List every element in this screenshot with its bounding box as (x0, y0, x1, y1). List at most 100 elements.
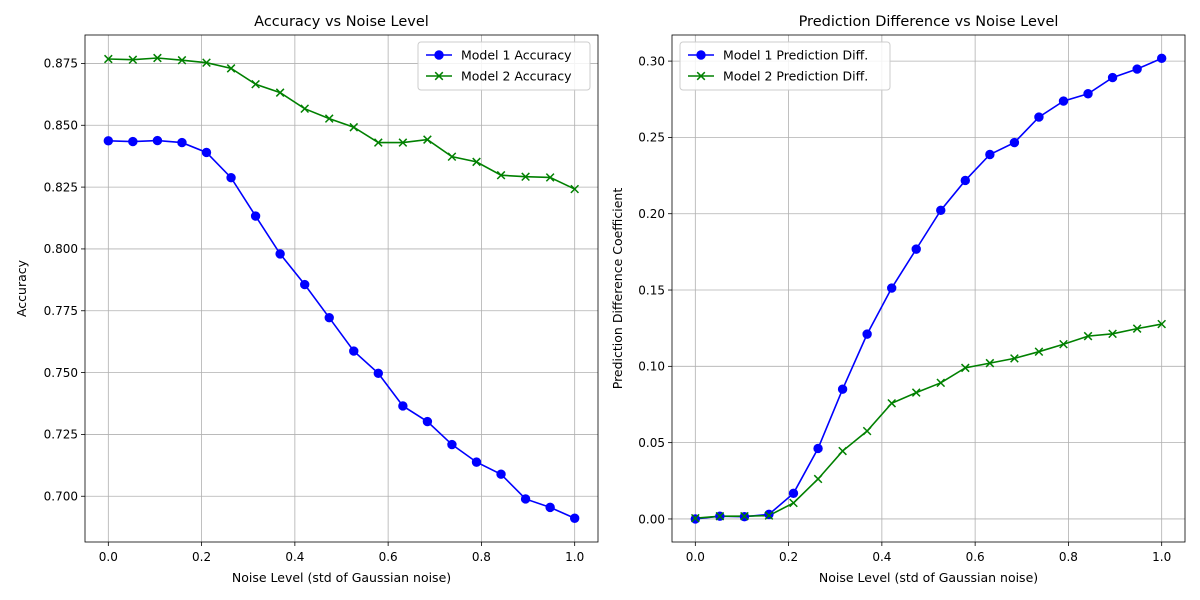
accuracy-series-2-point (373, 138, 383, 147)
accuracy-series-2-point (447, 152, 457, 162)
prediction-difference-series-2-point (1059, 339, 1068, 349)
accuracy-series-1-point (545, 502, 555, 513)
prediction-difference-series-1-point (1156, 53, 1167, 64)
accuracy-series-2-point (545, 173, 555, 182)
accuracy-x-tick-label: 0.8 (472, 550, 491, 564)
prediction-difference-series-1-point (1034, 112, 1044, 122)
prediction-difference-series-2-point (887, 398, 897, 408)
accuracy-series-2-point (398, 138, 408, 147)
prediction-difference-series-2-point (715, 511, 725, 521)
prediction-difference-series-1-point (985, 149, 995, 160)
accuracy-markers (103, 53, 580, 523)
accuracy-legend-marker-1 (434, 50, 444, 60)
prediction-difference-series-2-point (789, 498, 798, 508)
prediction-difference-series-2-point (1034, 347, 1044, 357)
prediction-difference-y-axis-label: Prediction Difference Coefficient (610, 188, 625, 390)
accuracy-series-2-line (108, 57, 576, 190)
prediction-difference-chart-title: Prediction Difference vs Noise Level (799, 14, 1059, 30)
prediction-difference-legend-marker-2 (696, 71, 706, 81)
accuracy-series-1-point (471, 457, 482, 467)
prediction-difference-x-tick-label: 1.0 (1152, 550, 1171, 564)
accuracy-series-2-point (521, 172, 530, 182)
accuracy-series-1-point (398, 401, 408, 411)
prediction-difference-series-2-point (936, 378, 946, 388)
accuracy-series-1-point (128, 136, 138, 147)
prediction-difference-x-ticks: 0.0 0.2 0.4 0.6 0.8 1.0 (686, 542, 1171, 564)
accuracy-legend-label-1: Model 1 Accuracy (461, 48, 572, 63)
accuracy-series-1-point (447, 439, 457, 450)
accuracy-series-2-point (202, 58, 211, 68)
accuracy-series-1-point (349, 346, 359, 356)
accuracy-y-tick-label: 0.750 (44, 366, 78, 380)
prediction-difference-series-2-point (960, 363, 970, 373)
accuracy-y-tick-label: 0.725 (44, 428, 78, 442)
prediction-difference-series-1-point (837, 384, 848, 394)
accuracy-series-1-point (520, 494, 531, 504)
accuracy-series-2-point (496, 170, 506, 180)
accuracy-series-2-point (349, 122, 359, 132)
prediction-difference-chart: 0.0 0.2 0.4 0.6 0.8 1.0 0.000.050.100.150.200… (610, 14, 1186, 585)
prediction-difference-series-1-point (862, 329, 872, 339)
accuracy-plot-frame (84, 34, 599, 543)
prediction-difference-x-axis-label: Noise Level (std of Gaussian noise) (819, 570, 1038, 585)
accuracy-x-ticks: 0.0 0.2 0.4 0.6 0.8 1.0 (99, 542, 584, 564)
prediction-difference-series-1-point (1107, 72, 1118, 83)
accuracy-series-2-point (226, 64, 236, 73)
accuracy-y-ticks: 0.700 0.725 0.750 0.775 0.800 0.825 0.850 0.875 (44, 57, 85, 504)
prediction-difference-series-1-point (1083, 89, 1093, 99)
prediction-difference-legend-label-2: Model 2 Prediction Diff. (723, 69, 868, 84)
accuracy-x-tick-label: 0.6 (379, 550, 398, 564)
prediction-difference-x-tick-label: 0.0 (686, 550, 705, 564)
prediction-difference-x-tick-label: 0.4 (872, 550, 891, 564)
prediction-difference-x-tick-label: 0.8 (1059, 550, 1078, 564)
accuracy-legend-marker-2 (434, 71, 444, 81)
accuracy-series-1-point (103, 136, 114, 146)
accuracy-series-2-point (300, 104, 310, 114)
accuracy-series-1-point (275, 249, 285, 259)
accuracy-series-1-point (250, 211, 261, 221)
prediction-difference-series-1-point (960, 175, 970, 186)
prediction-difference-series-2-point (1157, 319, 1167, 329)
accuracy-y-tick-label: 0.875 (44, 57, 78, 71)
prediction-difference-y-tick-label: 0.20 (638, 207, 665, 221)
accuracy-series-1-point (422, 416, 433, 427)
prediction-difference-series-1-point (1132, 64, 1142, 74)
prediction-difference-series-2-point (862, 426, 872, 436)
accuracy-series-1-point (226, 173, 236, 183)
prediction-difference-y-tick-label: 0.25 (638, 131, 665, 145)
accuracy-series-2-point (472, 157, 481, 167)
prediction-difference-y-tick-label: 0.15 (638, 283, 665, 297)
accuracy-y-tick-label: 0.850 (44, 119, 78, 133)
prediction-difference-series-2-point (911, 388, 921, 397)
prediction-difference-series-2-point (740, 511, 749, 521)
prediction-difference-series-1-point (887, 283, 897, 293)
accuracy-series-1-point (177, 137, 187, 148)
prediction-difference-series-1-point (764, 509, 774, 520)
accuracy-series-1-point (569, 513, 580, 523)
prediction-difference-series-1-point (936, 205, 946, 216)
prediction-difference-series-1-point (1009, 137, 1020, 148)
prediction-difference-y-tick-label: 0.05 (638, 436, 665, 450)
prediction-difference-legend-marker-1 (696, 50, 706, 60)
prediction-difference-series-1-point (911, 244, 921, 254)
prediction-difference-y-tick-label: 0.30 (638, 54, 665, 68)
accuracy-x-axis-label: Noise Level (std of Gaussian noise) (232, 570, 451, 585)
accuracy-x-tick-label: 0.0 (99, 550, 118, 564)
prediction-difference-y-tick-label: 0.10 (638, 360, 665, 374)
prediction-difference-series-2-point (985, 358, 995, 368)
accuracy-x-tick-label: 0.2 (192, 550, 211, 564)
accuracy-series-1-point (201, 147, 212, 158)
accuracy-series-2-point (570, 184, 580, 194)
accuracy-series-1-point (496, 469, 506, 479)
prediction-difference-x-tick-label: 0.2 (779, 550, 798, 564)
accuracy-series-1-point (152, 135, 163, 146)
accuracy-legend-label-2: Model 2 Accuracy (461, 69, 572, 84)
accuracy-x-tick-label: 0.4 (285, 550, 304, 564)
prediction-difference-series-2-point (690, 513, 700, 523)
accuracy-series-1-point (324, 312, 334, 323)
prediction-difference-series-1-point (1058, 96, 1069, 106)
prediction-difference-legend: Model 1 Prediction Diff. Model 2 Predicti… (679, 41, 891, 91)
accuracy-y-tick-label: 0.825 (44, 180, 78, 194)
